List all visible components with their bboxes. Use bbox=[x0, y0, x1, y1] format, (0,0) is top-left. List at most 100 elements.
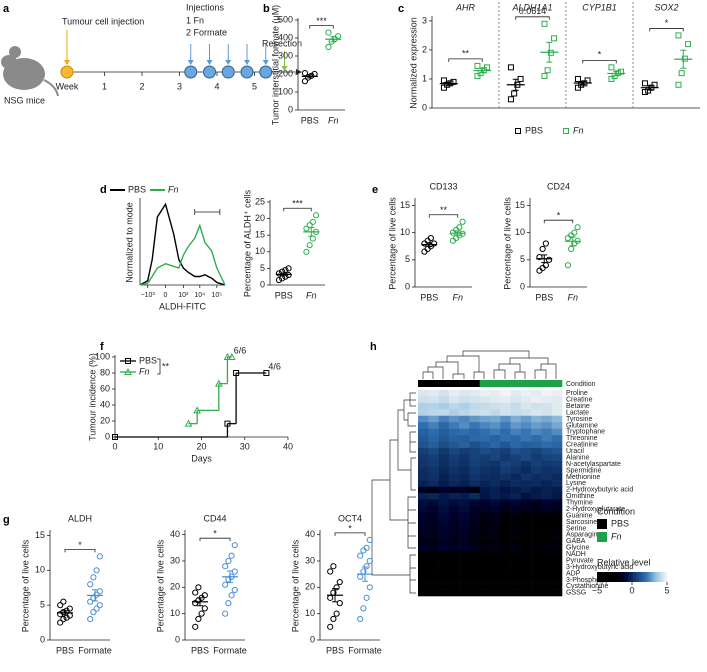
colorbar-step bbox=[635, 572, 638, 582]
significance-bracket bbox=[334, 532, 366, 536]
data-point bbox=[228, 592, 235, 599]
heatmap-cell bbox=[500, 473, 511, 481]
colorbar-step bbox=[656, 572, 659, 582]
y-tick-label: 200 bbox=[278, 68, 293, 78]
histogram-curve bbox=[139, 223, 226, 286]
heatmap-cell bbox=[520, 499, 532, 507]
legend-label: PBS bbox=[139, 355, 157, 365]
significance-label: * bbox=[78, 540, 82, 550]
heatmap-cell bbox=[438, 538, 450, 545]
heatmap-cell bbox=[428, 544, 439, 552]
x-tick-label: Fn bbox=[306, 290, 317, 300]
x-axis-label: Days bbox=[191, 453, 212, 463]
gate bbox=[194, 209, 221, 215]
heatmap-cell bbox=[531, 589, 542, 597]
data-point bbox=[201, 592, 208, 599]
legend-swatch bbox=[597, 519, 607, 529]
heatmap-cell bbox=[551, 499, 563, 507]
heatmap-cell bbox=[510, 576, 522, 584]
data-point bbox=[275, 276, 283, 284]
data-point bbox=[57, 602, 64, 609]
significance-label: * bbox=[665, 18, 669, 28]
timeline-arrow bbox=[296, 69, 302, 75]
y-axis-label: Percentage of ALDH⁺ cells bbox=[242, 189, 252, 297]
legend-label: Fn bbox=[139, 366, 150, 376]
heatmap-cell bbox=[510, 422, 522, 429]
category-label: AHR bbox=[455, 2, 476, 12]
data-point bbox=[511, 90, 518, 97]
colorbar-step bbox=[639, 572, 642, 582]
significance-bracket bbox=[582, 59, 617, 64]
heatmap-cell bbox=[438, 396, 450, 404]
heatmap-cell bbox=[490, 409, 501, 417]
data-point bbox=[192, 623, 199, 630]
heatmap-cell bbox=[469, 499, 481, 507]
data-point bbox=[66, 605, 73, 612]
heatmap-cell bbox=[448, 441, 460, 449]
heatmap-cell bbox=[510, 409, 522, 417]
heatmap-cell bbox=[479, 467, 491, 474]
row-label: NADH bbox=[566, 551, 586, 558]
heatmap-cell bbox=[541, 525, 553, 532]
data-point bbox=[542, 240, 549, 247]
injection-item: 2 Formate bbox=[186, 27, 227, 37]
data-point bbox=[231, 586, 238, 594]
significance-label: * bbox=[557, 211, 561, 221]
heatmap-cell bbox=[520, 563, 532, 571]
heatmap-cell bbox=[510, 428, 522, 436]
row-label: Betaine bbox=[566, 403, 590, 410]
heatmap-cell bbox=[551, 402, 563, 410]
heatmap-cell bbox=[500, 505, 511, 513]
heatmap-cell bbox=[418, 480, 429, 487]
heatmap-cell bbox=[520, 480, 532, 487]
data-point bbox=[90, 609, 97, 616]
y-tick-label: 40 bbox=[100, 399, 110, 409]
y-tick-label: 10 bbox=[305, 608, 315, 618]
heatmap-cell bbox=[541, 563, 553, 571]
heatmap-cell bbox=[510, 550, 522, 558]
heatmap-cell bbox=[479, 409, 491, 417]
injection bbox=[221, 65, 235, 79]
heatmap-cell bbox=[510, 493, 522, 500]
data-point bbox=[306, 222, 313, 229]
y-tick-label: 5 bbox=[40, 600, 45, 610]
row-label: Methionine bbox=[566, 474, 600, 481]
legend-marker bbox=[125, 358, 131, 364]
timeline-tick-label: 1 bbox=[102, 81, 107, 91]
heatmap-cell bbox=[459, 435, 470, 442]
heatmap-cell bbox=[448, 454, 460, 462]
heatmap-cell bbox=[490, 428, 501, 436]
heatmap-cell bbox=[448, 538, 460, 545]
heatmap-cell bbox=[428, 525, 439, 532]
y-tick-label: 10 bbox=[255, 246, 265, 256]
heatmap-cell bbox=[469, 512, 481, 520]
legend-marker bbox=[124, 367, 132, 375]
heatmap-cell bbox=[510, 441, 522, 449]
heatmap-cell bbox=[418, 415, 429, 423]
heatmap-cell bbox=[520, 441, 532, 449]
heatmap-cell bbox=[551, 583, 563, 590]
y-axis-label: Tumour incidence (%) bbox=[87, 353, 97, 441]
heatmap-cell bbox=[418, 538, 429, 545]
data-point bbox=[222, 610, 229, 617]
heatmap-cell bbox=[490, 390, 501, 397]
heatmap-cell bbox=[438, 512, 450, 520]
heatmap-cell bbox=[418, 589, 429, 597]
heatmap-cell bbox=[418, 525, 429, 532]
heatmap-cell bbox=[510, 583, 522, 590]
x-tick-label: Formate bbox=[78, 645, 112, 655]
heatmap-cell bbox=[459, 589, 470, 597]
y-tick-label: 0 bbox=[105, 431, 110, 441]
condition-cell bbox=[469, 380, 481, 387]
heatmap-cell bbox=[418, 499, 429, 507]
heatmap-cell bbox=[520, 576, 532, 584]
y-tick-label: 25 bbox=[255, 196, 265, 206]
heatmap-cell bbox=[428, 570, 439, 577]
colorbar-step bbox=[604, 572, 607, 582]
y-tick-label: 0 bbox=[405, 281, 410, 291]
heatmap-cell bbox=[448, 435, 460, 442]
y-tick-label: 15 bbox=[515, 200, 525, 210]
heatmap-cell bbox=[510, 447, 522, 455]
heatmap-cell bbox=[500, 441, 511, 449]
data-point bbox=[336, 600, 343, 607]
